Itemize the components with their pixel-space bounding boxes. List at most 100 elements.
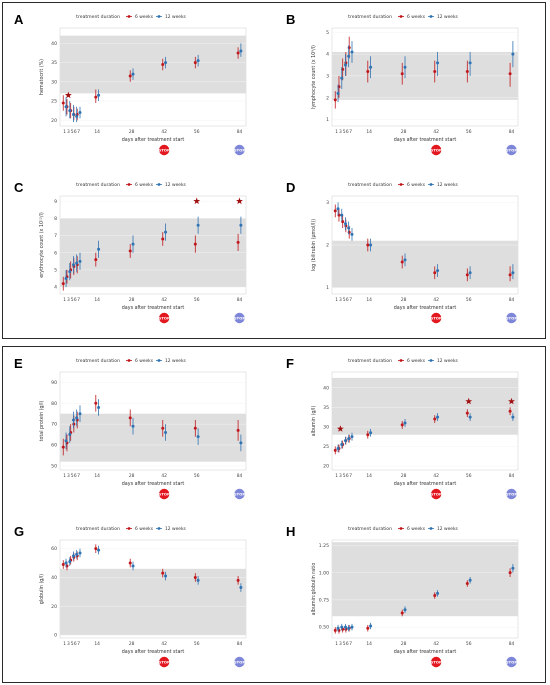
x-axis-label: days after treatment start bbox=[394, 649, 457, 655]
y-tick-label: 1 bbox=[326, 285, 329, 291]
stop-sign-icon bbox=[506, 488, 517, 500]
legend-dot bbox=[429, 359, 433, 362]
data-point bbox=[508, 409, 512, 413]
data-point bbox=[94, 547, 98, 551]
x-axis-label: days after treatment start bbox=[394, 305, 457, 311]
y-tick-label: 40 bbox=[51, 41, 57, 47]
data-point bbox=[347, 46, 351, 50]
stop-marker-6-weeks: STOP bbox=[158, 488, 170, 500]
legend-dot bbox=[399, 359, 403, 362]
y-axis-label: lymphocyte count (x 10⁹/l) bbox=[311, 45, 317, 109]
data-point bbox=[436, 61, 440, 65]
x-tick-label: 7 bbox=[349, 297, 352, 303]
x-axis-label: days after treatment start bbox=[122, 137, 185, 143]
panel-h: H treatment duration 6 weeks 12 weeks 0.50 0… bbox=[274, 514, 546, 682]
data-point bbox=[68, 109, 72, 113]
data-point bbox=[78, 259, 82, 263]
stop-marker-6-weeks: STOP bbox=[430, 312, 442, 324]
data-point bbox=[236, 240, 240, 244]
x-tick-label: 7 bbox=[77, 297, 80, 303]
data-point bbox=[64, 561, 68, 565]
data-point bbox=[64, 439, 68, 443]
data-point bbox=[347, 437, 351, 441]
y-tick-label: 2 bbox=[326, 243, 329, 249]
chart-d: treatment duration 6 weeks 12 weeks 1 2 3 log … bbox=[311, 182, 519, 324]
data-point bbox=[340, 213, 344, 217]
stop-marker-12-weeks: STOP bbox=[506, 488, 517, 500]
data-point bbox=[347, 626, 351, 630]
data-point bbox=[403, 258, 407, 262]
significance-star bbox=[508, 397, 515, 405]
y-tick-label: 40 bbox=[323, 385, 329, 391]
data-point bbox=[468, 578, 472, 582]
x-tick-label: 1 bbox=[335, 473, 338, 479]
y-tick-label: 35 bbox=[323, 405, 329, 411]
data-point bbox=[196, 223, 200, 227]
data-point bbox=[400, 260, 404, 264]
data-point bbox=[511, 271, 515, 275]
data-point bbox=[131, 564, 135, 568]
stop-marker-6-weeks: STOP bbox=[430, 144, 442, 156]
x-tick-label: 84 bbox=[237, 129, 243, 135]
legend-item: 12 weeks bbox=[165, 14, 187, 20]
legend: treatment duration 6 weeks 12 weeks bbox=[76, 14, 186, 20]
x-tick-label: 84 bbox=[509, 641, 515, 647]
data-point bbox=[239, 223, 243, 227]
legend: treatment duration 6 weeks 12 weeks bbox=[348, 358, 458, 364]
stop-sign-icon bbox=[234, 656, 245, 668]
panel-g: G treatment duration 6 weeks 12 weeks 0 20 40… bbox=[2, 514, 274, 682]
data-point bbox=[97, 405, 101, 409]
data-point bbox=[128, 416, 132, 420]
data-point bbox=[196, 578, 200, 582]
x-tick-label: 14 bbox=[94, 641, 100, 647]
panel-letter: C bbox=[14, 180, 24, 195]
legend-item: 6 weeks bbox=[135, 182, 154, 188]
panel-d: D treatment duration 6 weeks 12 weeks 1 2 3 lo… bbox=[274, 170, 546, 338]
panel-a: A treatment duration 6 weeks 12 weeks 20 25 3… bbox=[2, 2, 274, 170]
series-twelve-weeks bbox=[336, 563, 515, 632]
x-tick-label: 42 bbox=[161, 129, 167, 135]
data-point bbox=[78, 111, 82, 115]
data-point bbox=[369, 243, 373, 247]
stop-marker-6-weeks: STOP bbox=[158, 144, 170, 156]
data-point bbox=[64, 277, 68, 281]
panel-letter: H bbox=[286, 524, 296, 539]
data-point bbox=[433, 271, 437, 275]
legend: treatment duration 6 weeks 12 weeks bbox=[348, 182, 458, 188]
data-point bbox=[508, 273, 512, 277]
data-point bbox=[164, 230, 168, 234]
panel-letter: E bbox=[14, 356, 23, 371]
stop-label: STOP bbox=[506, 659, 518, 664]
data-point bbox=[369, 431, 373, 435]
legend-item: 6 weeks bbox=[135, 358, 154, 364]
x-tick-label: 42 bbox=[433, 473, 439, 479]
chart-b: treatment duration 6 weeks 12 weeks 1 2 3 4 5 ly… bbox=[311, 14, 519, 156]
data-point bbox=[61, 282, 65, 286]
x-axis-label: days after treatment start bbox=[394, 481, 457, 487]
chart-c: treatment duration 6 weeks 12 weeks456789e… bbox=[39, 182, 247, 324]
data-point bbox=[436, 415, 440, 419]
x-tick-label: 42 bbox=[433, 641, 439, 647]
y-tick-label: 1.25 bbox=[319, 543, 329, 549]
data-point bbox=[164, 574, 168, 578]
legend-dot bbox=[399, 527, 403, 530]
data-point bbox=[131, 424, 135, 428]
legend-title: treatment duration bbox=[348, 526, 392, 532]
panel-c: C treatment duration 6 weeks 12 weeks 4 5 6 7 8… bbox=[2, 170, 274, 338]
data-point bbox=[508, 571, 512, 575]
x-tick-label: 6 bbox=[74, 297, 77, 303]
legend-dot bbox=[399, 15, 403, 18]
data-point bbox=[71, 263, 75, 267]
data-point bbox=[193, 61, 197, 65]
x-tick-label: 28 bbox=[129, 297, 135, 303]
y-tick-label: 4 bbox=[54, 285, 57, 291]
legend: treatment duration 6 weeks 12 weeks bbox=[348, 14, 458, 20]
data-point bbox=[369, 65, 373, 69]
stop-marker-12-weeks: STOP bbox=[506, 144, 517, 156]
stop-sign-icon bbox=[430, 656, 442, 668]
data-point bbox=[343, 625, 347, 629]
data-point bbox=[336, 626, 340, 630]
stop-sign-icon bbox=[506, 656, 517, 668]
y-tick-label: 9 bbox=[54, 199, 57, 205]
significance-star bbox=[64, 91, 72, 99]
